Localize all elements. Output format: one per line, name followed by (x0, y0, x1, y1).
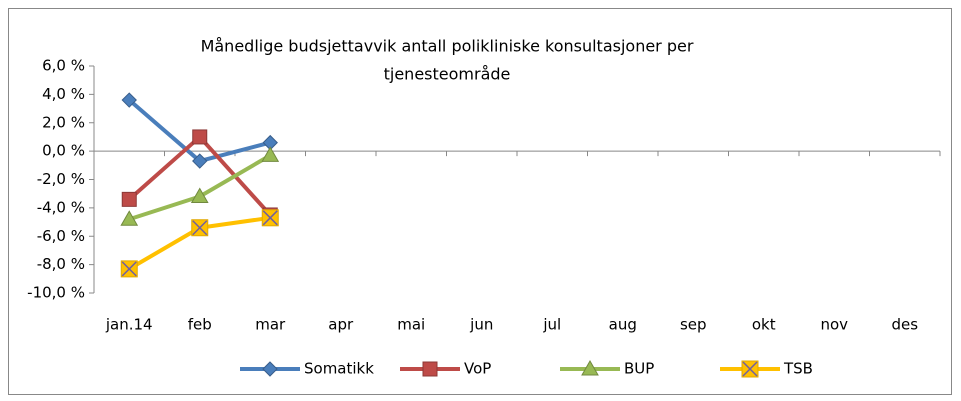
marker (192, 153, 208, 169)
chart-border (8, 8, 952, 395)
y-tick-label: -10,0 % (27, 284, 85, 302)
marker-cross (121, 261, 137, 277)
chart-title: Månedlige budsjettavvik antall poliklini… (201, 37, 694, 56)
y-tick-label: -6,0 % (37, 227, 85, 245)
marker (190, 187, 209, 204)
y-tick-label: 0,0 % (42, 142, 85, 160)
x-tick-label: aug (609, 316, 637, 334)
marker-cross (192, 220, 208, 236)
x-tick-label: des (891, 316, 918, 334)
x-tick-label: mar (255, 316, 286, 334)
x-tick-label: mai (397, 316, 425, 334)
x-tick-label: feb (188, 316, 212, 334)
marker (121, 191, 137, 207)
x-tick-label: sep (680, 316, 707, 334)
marker-cross (262, 210, 278, 226)
y-tick-label: -8,0 % (37, 255, 85, 273)
chart-title: tjenesteområde (384, 65, 511, 84)
y-tick-label: 6,0 % (42, 57, 85, 75)
marker (120, 210, 139, 226)
x-tick-label: apr (328, 316, 354, 334)
marker (581, 359, 599, 376)
y-tick-label: -2,0 % (37, 170, 85, 188)
y-tick-label: -4,0 % (37, 198, 85, 216)
x-tick-label: okt (752, 316, 776, 334)
y-tick-label: 2,0 % (42, 113, 85, 131)
marker-cross (742, 361, 758, 377)
legend-label: VoP (464, 360, 491, 378)
marker (192, 129, 208, 145)
marker (121, 92, 137, 108)
y-tick-label: 4,0 % (42, 85, 85, 103)
legend-label: TSB (783, 360, 813, 378)
x-tick-label: nov (820, 316, 848, 334)
legend-label: BUP (624, 360, 654, 378)
marker (261, 146, 280, 162)
legend-label: Somatikk (304, 360, 374, 378)
marker (262, 361, 278, 377)
x-tick-label: jul (542, 316, 561, 334)
x-tick-label: jun (469, 316, 493, 334)
marker (422, 361, 438, 377)
x-tick-label: jan.14 (105, 316, 153, 334)
